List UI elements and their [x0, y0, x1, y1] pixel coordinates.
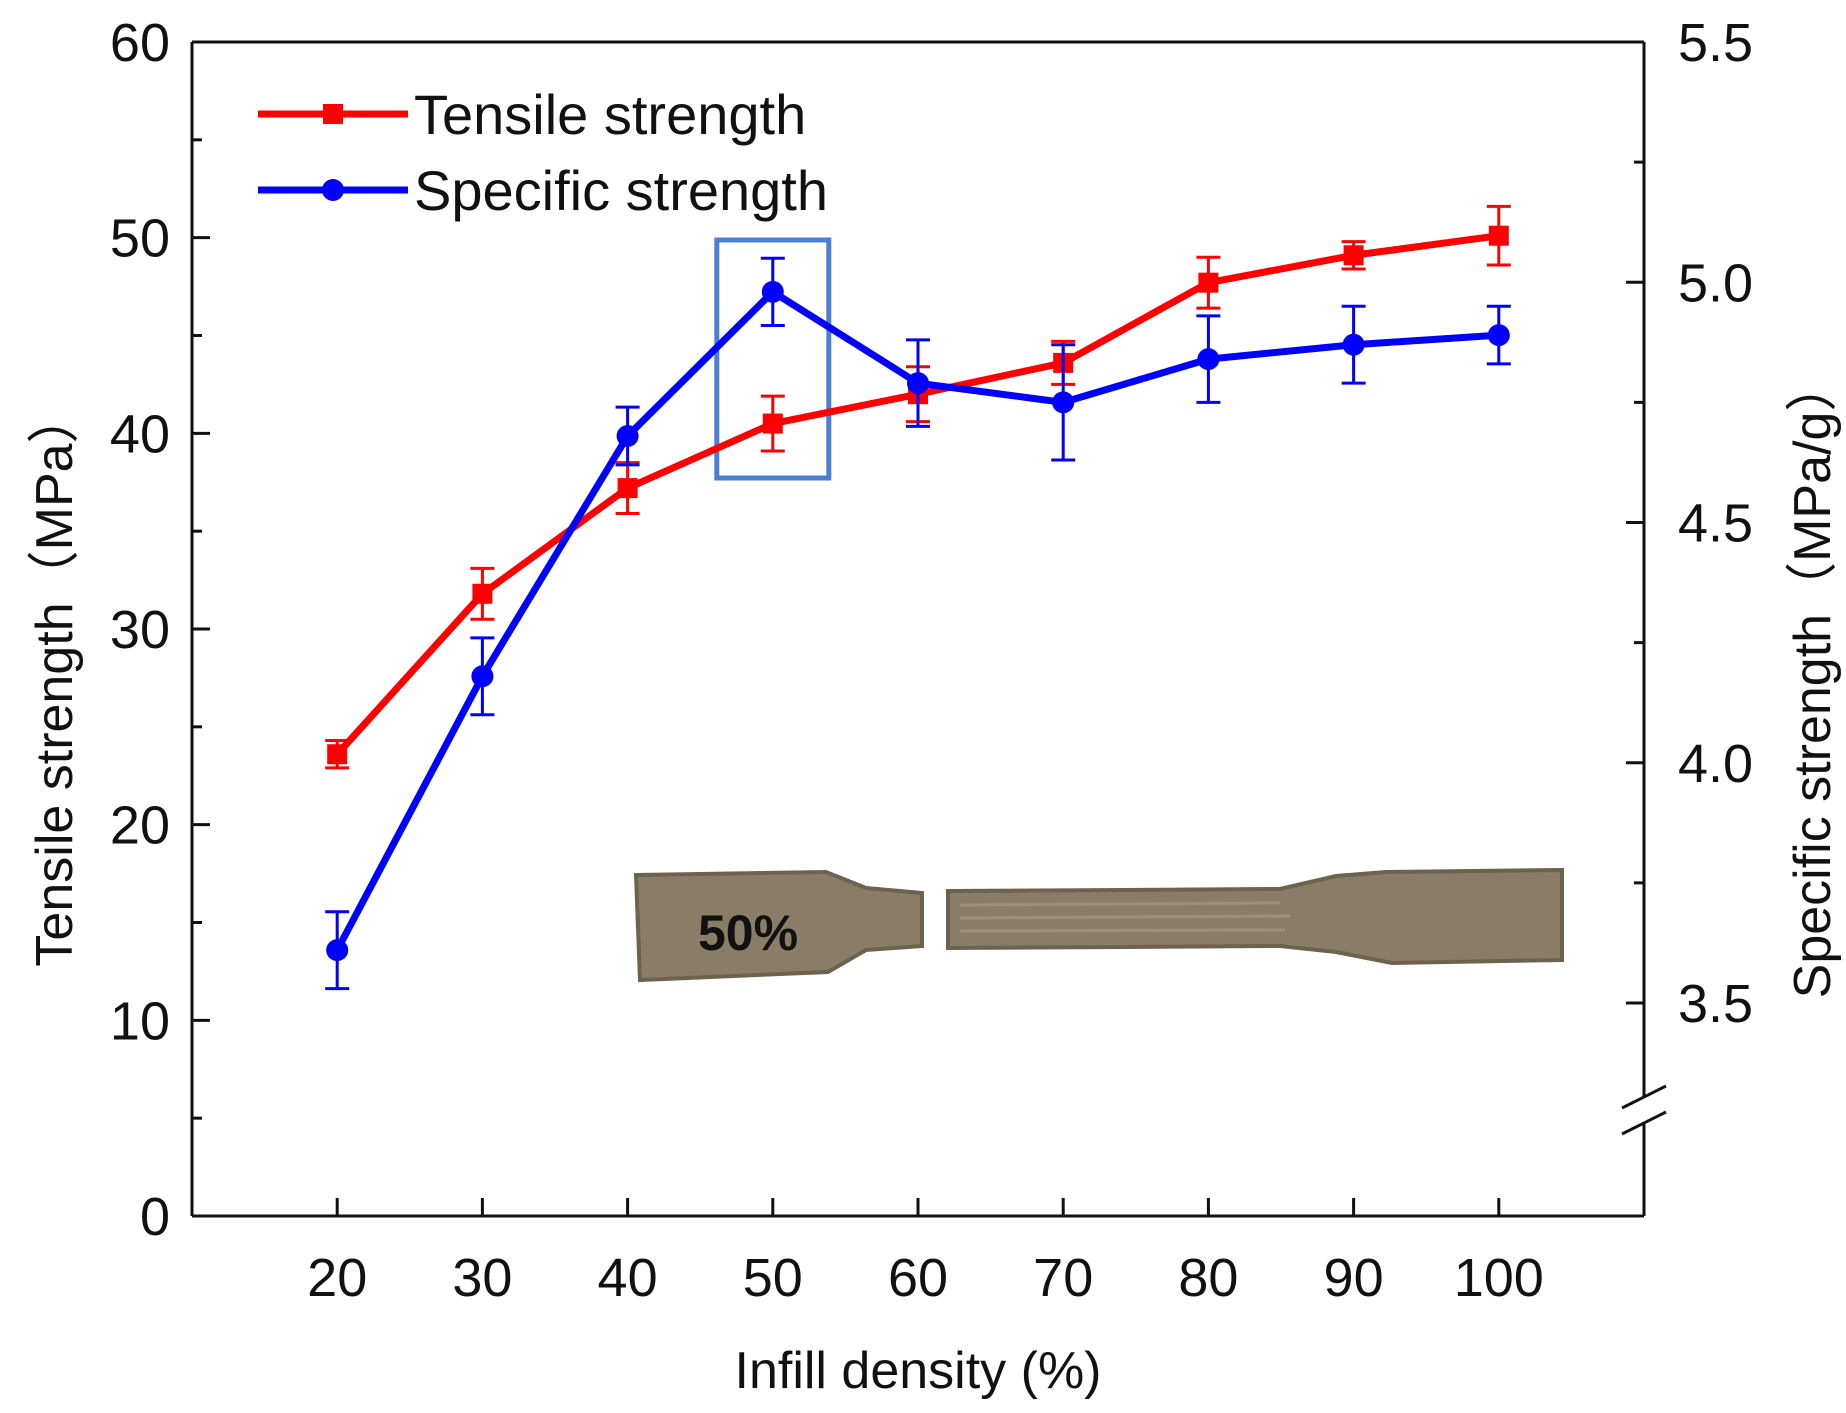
y-left-tick-label: 40	[110, 404, 170, 464]
x-axis-title: Infill density (%)	[735, 1342, 1102, 1400]
legend-label: Tensile strength	[414, 83, 806, 146]
y-left-tick-label: 50	[110, 209, 170, 269]
data-point	[472, 583, 493, 604]
data-point	[471, 665, 494, 688]
y-right-tick-label: 4.0	[1678, 734, 1753, 794]
x-tick-label: 40	[598, 1248, 658, 1308]
y-left-tick-label: 0	[140, 1187, 170, 1247]
legend-marker	[322, 179, 344, 201]
data-point	[762, 413, 783, 434]
data-point	[1198, 272, 1219, 293]
y-left-tick-label: 60	[110, 13, 170, 73]
data-point	[326, 939, 349, 962]
data-point	[907, 372, 929, 395]
axis-break-mark	[1621, 1084, 1667, 1110]
y-right-tick-label: 5.5	[1678, 13, 1753, 73]
x-tick-label: 50	[743, 1248, 803, 1308]
data-point	[1343, 245, 1364, 266]
data-point	[1488, 225, 1509, 246]
y-left-tick-label: 30	[110, 600, 170, 660]
plot-area: 0 10 20 30 40 50 60 3.5 4.0 4.5 5.0 5.5 20 30 40 50 60 70…	[26, 13, 1842, 1400]
x-tick-label: 100	[1454, 1248, 1544, 1308]
legend-label: Specific strength	[414, 159, 828, 222]
specimen-left-piece	[633, 869, 924, 983]
y-right-tick-label: 4.5	[1678, 494, 1753, 554]
y-left-tick-label: 20	[110, 796, 170, 856]
data-point	[1342, 333, 1365, 356]
x-tick-label: 70	[1033, 1248, 1093, 1308]
data-point	[327, 744, 348, 765]
y-right-tick-label: 3.5	[1678, 974, 1753, 1034]
data-point	[761, 280, 784, 303]
x-tick-label: 60	[888, 1248, 948, 1308]
specimen-label: 50%	[698, 905, 798, 961]
series-line-tensile-strength	[334, 232, 1500, 757]
data-point	[616, 425, 639, 448]
highlight-box	[714, 237, 832, 481]
legend-marker	[323, 104, 343, 124]
x-tick-label: 30	[452, 1248, 512, 1308]
axis-break-mark	[1621, 1110, 1667, 1136]
data-point	[617, 478, 638, 499]
x-tick-label: 90	[1324, 1248, 1384, 1308]
y-right-axis-title: Specific strength（MPa/g）	[1784, 360, 1842, 999]
data-point	[1487, 324, 1510, 347]
data-point	[1052, 391, 1075, 414]
data-point	[1197, 348, 1220, 371]
specimen-photo	[633, 867, 1564, 983]
y-right-tick-label: 5.0	[1678, 253, 1753, 313]
x-tick-label: 80	[1178, 1248, 1238, 1308]
specimen-infill-lines	[959, 901, 1291, 933]
y-left-axis-title: Tensile strength（MPa）	[26, 391, 84, 966]
y-left-tick-label: 10	[110, 991, 170, 1051]
x-tick-label: 20	[307, 1248, 367, 1308]
